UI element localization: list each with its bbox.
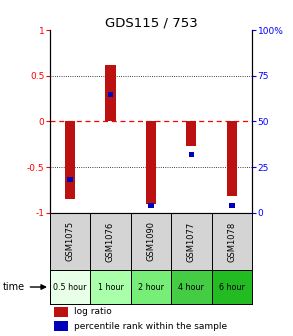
Bar bbox=[131, 213, 171, 270]
Bar bbox=[212, 270, 252, 304]
Text: GSM1076: GSM1076 bbox=[106, 221, 115, 261]
Text: GSM1075: GSM1075 bbox=[66, 221, 74, 261]
Text: GSM1090: GSM1090 bbox=[146, 221, 155, 261]
Text: log ratio: log ratio bbox=[74, 307, 112, 317]
Bar bbox=[186, 122, 196, 146]
Bar bbox=[67, 177, 73, 182]
Bar bbox=[148, 203, 154, 208]
Bar bbox=[229, 203, 234, 208]
Text: 6 hour: 6 hour bbox=[219, 283, 245, 292]
Text: 4 hour: 4 hour bbox=[178, 283, 204, 292]
Bar bbox=[227, 122, 237, 196]
Text: GSM1077: GSM1077 bbox=[187, 221, 196, 261]
Bar bbox=[90, 213, 131, 270]
Bar bbox=[65, 122, 75, 199]
Bar bbox=[146, 122, 156, 204]
Title: GDS115 / 753: GDS115 / 753 bbox=[105, 16, 197, 29]
Bar bbox=[90, 270, 131, 304]
Text: 0.5 hour: 0.5 hour bbox=[53, 283, 87, 292]
Bar bbox=[131, 270, 171, 304]
Bar bbox=[50, 213, 90, 270]
Text: percentile rank within the sample: percentile rank within the sample bbox=[74, 322, 227, 331]
Bar bbox=[212, 213, 252, 270]
Bar bbox=[171, 213, 212, 270]
Bar bbox=[108, 92, 113, 97]
Text: time: time bbox=[3, 282, 25, 292]
Bar bbox=[189, 152, 194, 157]
Text: 1 hour: 1 hour bbox=[98, 283, 123, 292]
Text: GSM1078: GSM1078 bbox=[227, 221, 236, 261]
Text: 2 hour: 2 hour bbox=[138, 283, 164, 292]
Bar bbox=[105, 65, 115, 122]
Bar bbox=[171, 270, 212, 304]
Bar bbox=[54, 307, 68, 317]
Bar bbox=[50, 270, 90, 304]
Bar bbox=[54, 321, 68, 331]
